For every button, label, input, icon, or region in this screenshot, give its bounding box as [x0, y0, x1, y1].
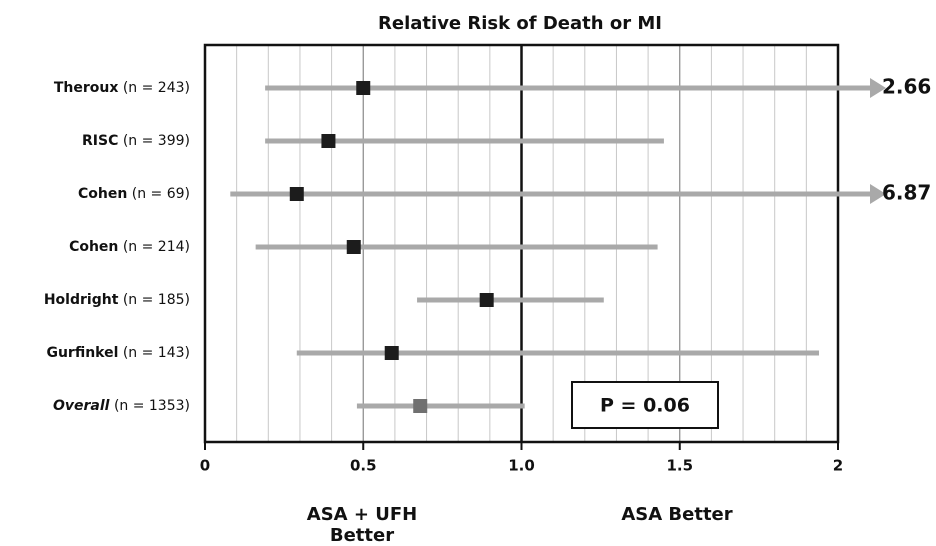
x-tick-label: 0.5: [350, 457, 377, 475]
ci-arrow: [870, 78, 886, 98]
point-estimate: [479, 293, 494, 307]
study-n: (n = 1353): [114, 398, 190, 414]
study-n: (n = 69): [132, 186, 190, 202]
x-tick-label: 1.5: [666, 457, 693, 475]
plot-frame: [203, 43, 840, 444]
study-label: Overall (n = 1353): [53, 398, 190, 414]
study-n: (n = 214): [123, 239, 190, 255]
x-tick-label: 2: [833, 457, 843, 475]
study-name: Theroux: [54, 80, 119, 96]
chart-title: Relative Risk of Death or MI: [378, 13, 662, 34]
study-name: Gurfinkel: [46, 345, 118, 361]
point-estimate: [384, 346, 399, 360]
study-name: Overall: [53, 398, 110, 414]
point-estimate: [356, 81, 371, 95]
p-value-box: [571, 381, 719, 429]
study-label: RISC (n = 399): [82, 133, 190, 149]
left-label: ASA + UFH: [307, 504, 417, 525]
point-estimate: [346, 240, 361, 254]
study-n: (n = 143): [123, 345, 190, 361]
left-label: Better: [330, 525, 394, 546]
study-name: RISC: [82, 133, 118, 149]
study-n: (n = 185): [123, 292, 190, 308]
study-name: Cohen: [78, 186, 127, 202]
point-estimate: [289, 187, 304, 201]
point-estimate: [321, 134, 336, 148]
right-label: ASA Better: [621, 504, 732, 525]
ci-high-label: 2.66: [882, 75, 931, 99]
study-label: Gurfinkel (n = 143): [46, 345, 190, 361]
study-label: Cohen (n = 69): [78, 186, 190, 202]
ci-arrow: [870, 184, 886, 204]
x-tick-label: 0: [200, 457, 210, 475]
x-tick-label: 1.0: [508, 457, 535, 475]
study-n: (n = 243): [123, 80, 190, 96]
study-name: Cohen: [69, 239, 118, 255]
p-value: P = 0.06: [600, 395, 690, 417]
study-n: (n = 399): [123, 133, 190, 149]
ci-high-label: 6.87: [882, 181, 931, 205]
study-label: Theroux (n = 243): [54, 80, 190, 96]
study-label: Holdright (n = 185): [44, 292, 190, 308]
study-name: Holdright: [44, 292, 119, 308]
study-label: Cohen (n = 214): [69, 239, 190, 255]
point-estimate: [413, 399, 428, 413]
